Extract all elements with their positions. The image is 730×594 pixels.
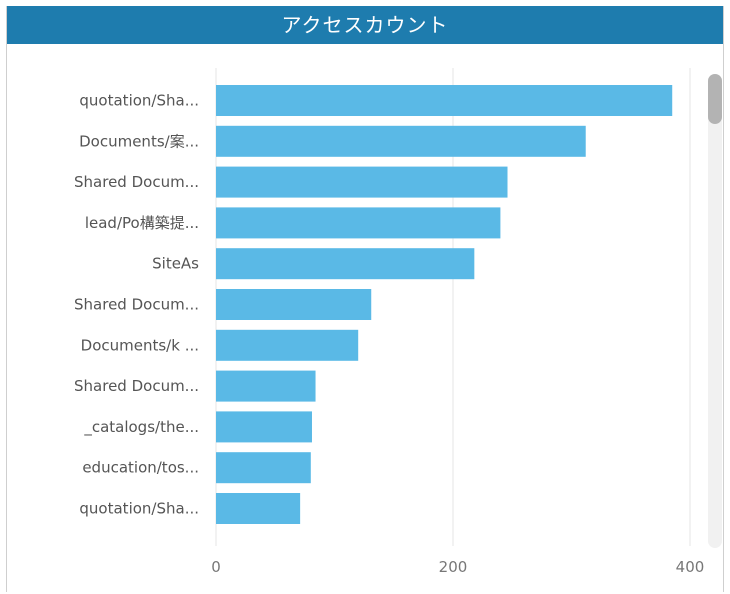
- bar[interactable]: [216, 85, 673, 116]
- bar-chart: quotation/Sha... Documents/案... Shared Doc…: [74, 68, 704, 576]
- x-tick-label: 0: [211, 558, 221, 576]
- x-axis-ticks: 0 200 400: [211, 558, 704, 576]
- bar[interactable]: [216, 166, 508, 198]
- bar[interactable]: [216, 370, 316, 402]
- category-labels: quotation/Sha... Documents/案... Shared Doc…: [74, 92, 199, 518]
- category-label: Documents/k ...: [81, 336, 199, 354]
- category-label: quotation/Sha...: [79, 92, 199, 110]
- category-label: SiteAs: [152, 255, 199, 273]
- x-tick-label: 400: [676, 558, 705, 576]
- bar[interactable]: [216, 248, 475, 280]
- category-label: Shared Docum...: [74, 173, 199, 191]
- category-label: Shared Docum...: [74, 296, 199, 314]
- chart-title: アクセスカウント: [7, 6, 723, 44]
- category-label: _catalogs/the...: [83, 418, 199, 437]
- bar[interactable]: [216, 452, 311, 484]
- bar[interactable]: [216, 493, 301, 524]
- bar[interactable]: [216, 329, 359, 361]
- category-label: Documents/案...: [79, 132, 199, 150]
- bar[interactable]: [216, 125, 586, 157]
- bars: [216, 85, 673, 524]
- bar[interactable]: [216, 207, 501, 239]
- chart-panel: quotation/Sha... Documents/案... Shared Doc…: [6, 6, 724, 592]
- category-label: quotation/Sha...: [79, 500, 199, 518]
- bar[interactable]: [216, 289, 372, 320]
- vertical-scrollbar[interactable]: [708, 74, 722, 548]
- category-label: education/tos...: [82, 459, 199, 477]
- scrollbar-thumb[interactable]: [708, 74, 722, 124]
- x-tick-label: 200: [439, 558, 468, 576]
- bar[interactable]: [216, 411, 312, 443]
- category-label: Shared Docum...: [74, 377, 199, 395]
- category-label: lead/Po構築提...: [85, 214, 199, 232]
